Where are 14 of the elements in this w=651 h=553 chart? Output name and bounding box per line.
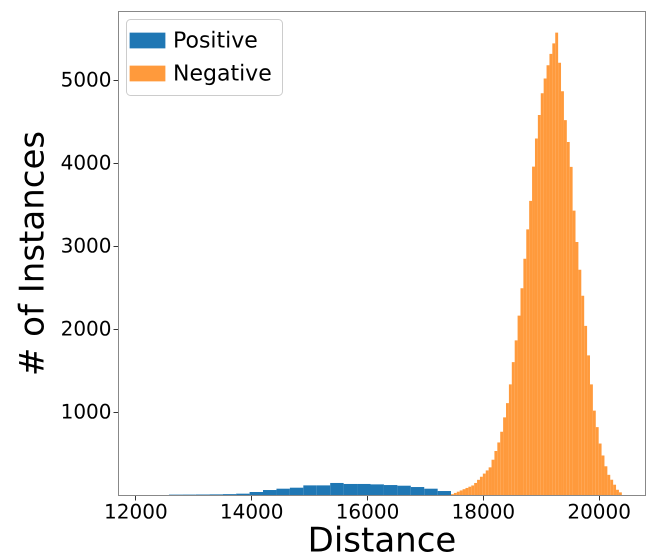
x-axis-title: Distance <box>308 520 456 553</box>
y-axis-title: # of Instances <box>12 130 53 376</box>
x-tick-label: 12000 <box>104 500 168 524</box>
y-tick-label: 1000 <box>60 399 112 424</box>
x-tick-label: 20000 <box>567 500 631 524</box>
y-tick-label: 4000 <box>60 150 112 174</box>
y-tick-label: 3000 <box>60 233 112 258</box>
y-tick-label: 5000 <box>60 67 112 92</box>
y-tick-label: 2000 <box>60 316 112 340</box>
legend-label: Negative <box>173 62 272 86</box>
x-tick-label: 18000 <box>452 500 516 524</box>
legend-label: Positive <box>173 28 258 54</box>
x-tick-label: 14000 <box>220 500 284 524</box>
x-tick-label: 16000 <box>336 500 400 524</box>
